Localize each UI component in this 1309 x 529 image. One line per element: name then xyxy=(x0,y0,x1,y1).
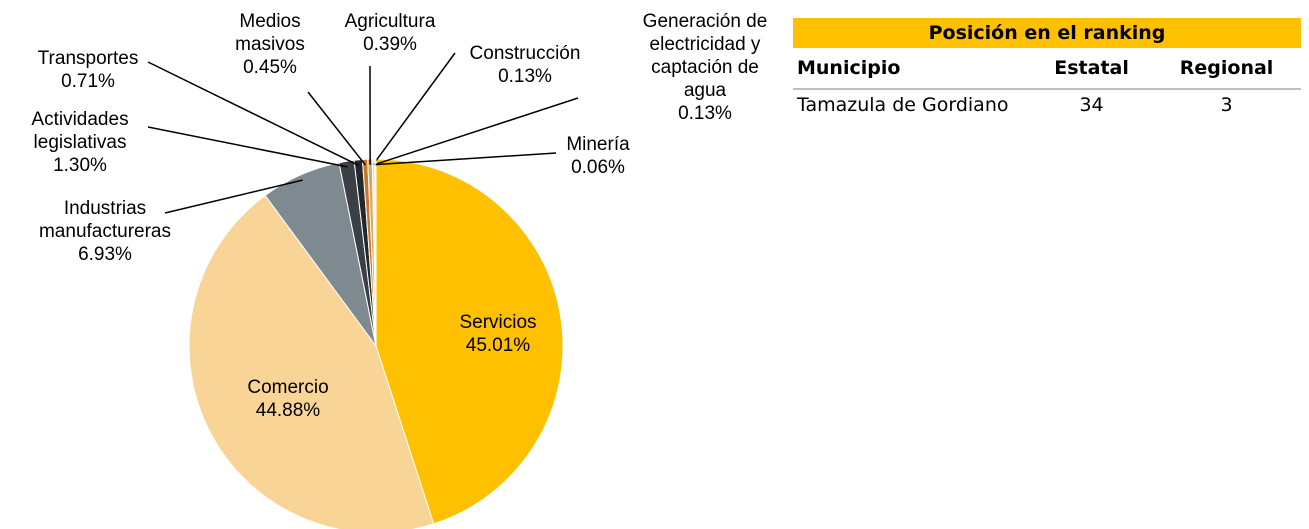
slice-label: Medios masivos 0.45% xyxy=(215,10,325,79)
slice-value: 0.06% xyxy=(571,157,625,178)
slice-value: 0.39% xyxy=(363,34,417,55)
slice-name: Minería xyxy=(566,134,630,155)
leader-line xyxy=(307,91,366,166)
leader-line xyxy=(147,61,360,167)
column-header: Estatal xyxy=(1031,48,1153,90)
slice-name: Industrias manufactureras xyxy=(38,198,171,242)
slice-label: Construcción 0.13% xyxy=(450,42,600,88)
cell: Tamazula de Gordiano xyxy=(797,94,1009,116)
slice-name: Servicios xyxy=(459,312,537,333)
pie-slice xyxy=(188,194,435,529)
slice-value: 0.13% xyxy=(678,103,732,124)
leader-line xyxy=(374,97,579,166)
cell: 3 xyxy=(1220,94,1233,116)
slice-value: 44.88% xyxy=(255,400,321,421)
slice-value: 0.71% xyxy=(61,71,115,92)
table-title: Posición en el ranking xyxy=(793,18,1301,48)
slice-name: Medios masivos xyxy=(235,11,305,55)
slice-name: Generación de electricidad y captación d… xyxy=(642,11,768,101)
slice-name: Comercio xyxy=(247,377,329,398)
slice-value: 6.93% xyxy=(78,244,132,265)
slice-label: Industrias manufactureras 6.93% xyxy=(35,197,175,266)
slice-name: Actividades legislativas xyxy=(31,109,129,153)
slice-label: Minería 0.06% xyxy=(553,133,643,179)
ranking-table: Posición en el ranking Municipio Estatal… xyxy=(793,18,1301,120)
slice-label: Servicios 45.01% xyxy=(428,311,568,357)
slice-value: 0.13% xyxy=(498,66,552,87)
slice-label: Transportes 0.71% xyxy=(13,47,163,93)
leader-line xyxy=(375,152,557,166)
slice-label: Comercio 44.88% xyxy=(218,376,358,422)
leader-line xyxy=(164,179,303,214)
slice-value: 1.30% xyxy=(53,155,107,176)
pie-slice xyxy=(375,158,564,525)
slice-value: 45.01% xyxy=(465,335,531,356)
slice-label: Actividades legislativas 1.30% xyxy=(5,108,155,177)
slice-name: Transportes xyxy=(37,48,139,69)
pie-slice xyxy=(374,158,377,347)
column-header: Regional xyxy=(1152,48,1301,90)
leader-line xyxy=(372,52,456,166)
leader-line xyxy=(147,126,348,168)
cell: 34 xyxy=(1079,94,1104,116)
column-header: Municipio xyxy=(793,48,1031,90)
slice-name: Agricultura xyxy=(344,11,436,32)
slice-name: Construcción xyxy=(469,43,581,64)
slice-label: Agricultura 0.39% xyxy=(330,10,450,56)
slice-label: Generación de electricidad y captación d… xyxy=(635,10,775,125)
slice-value: 0.45% xyxy=(243,57,297,78)
